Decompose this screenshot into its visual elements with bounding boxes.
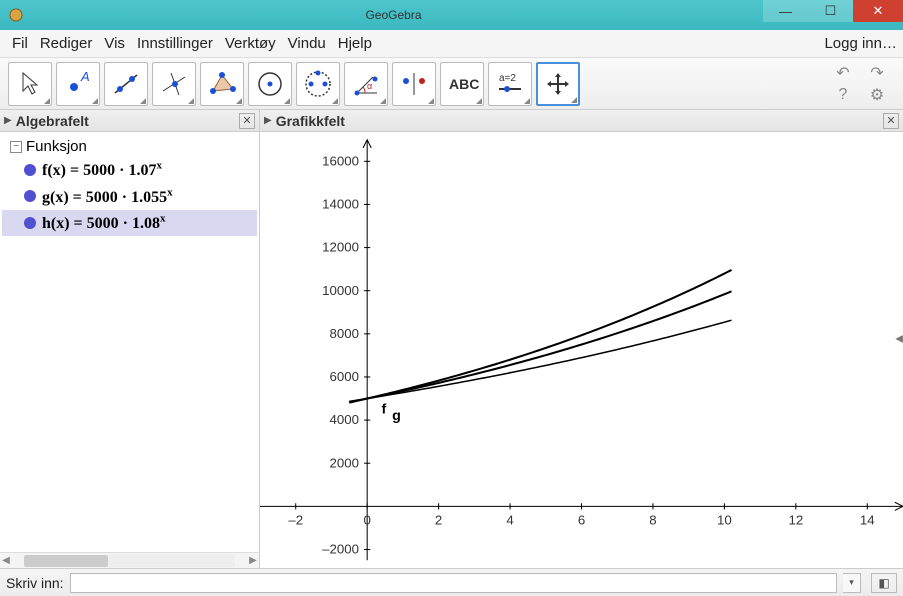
redo-button[interactable]: ↷ [863, 63, 891, 83]
input-dropdown[interactable]: ▾ [843, 573, 861, 593]
svg-text:8000: 8000 [330, 326, 359, 341]
menu-verktøy[interactable]: Verktøy [219, 32, 282, 55]
command-input[interactable] [70, 573, 837, 593]
svg-text:0: 0 [363, 513, 370, 528]
visibility-dot[interactable] [24, 190, 36, 202]
svg-text:–2: –2 [288, 513, 303, 528]
function-h[interactable]: h(x) = 5000 · 1.08x [2, 210, 257, 236]
login-link[interactable]: Logg inn… [824, 35, 897, 52]
function-expression: g(x) = 5000 · 1.055x [42, 186, 173, 206]
undo-button[interactable]: ↶ [829, 63, 857, 83]
svg-text:g: g [392, 408, 401, 424]
circle-tool[interactable] [248, 62, 292, 106]
visibility-dot[interactable] [24, 217, 36, 229]
reflect-tool[interactable] [392, 62, 436, 106]
polygon-tool[interactable] [200, 62, 244, 106]
function-g[interactable]: g(x) = 5000 · 1.055x [2, 183, 257, 209]
menu-rediger[interactable]: Rediger [34, 32, 99, 55]
svg-text:a=2: a=2 [499, 73, 516, 84]
chevron-right-icon[interactable]: ▶ [264, 115, 272, 126]
svg-text:16000: 16000 [322, 153, 359, 168]
point-tool[interactable]: A [56, 62, 100, 106]
graphics-close-button[interactable]: ✕ [883, 113, 899, 129]
minimize-button[interactable]: — [763, 0, 808, 22]
close-button[interactable]: ✕ [853, 0, 903, 22]
svg-text:12000: 12000 [322, 240, 359, 255]
line-tool[interactable] [104, 62, 148, 106]
window-titlebar: GeoGebra — ☐ ✕ [0, 0, 903, 30]
svg-text:f: f [381, 402, 386, 418]
input-bar: Skriv inn: ▾ ◧ [0, 568, 903, 596]
app-icon [8, 7, 24, 23]
graphics-header: ▶ Grafikkfelt ✕ [260, 110, 903, 132]
slider-tool[interactable]: a=2 [488, 62, 532, 106]
svg-text:2: 2 [435, 513, 442, 528]
menu-hjelp[interactable]: Hjelp [332, 32, 378, 55]
algebra-tree: − Funksjon f(x) = 5000 · 1.07x g(x) = 500… [0, 132, 259, 552]
svg-text:–2000: –2000 [322, 542, 359, 557]
svg-text:ABC: ABC [449, 76, 479, 92]
graphics-canvas[interactable]: –2 0 2 4 6 8 10 12 14 –2000 2000 4000 6000 8000 10000 1… [260, 132, 903, 568]
algebra-scrollbar[interactable]: ◀ ▶ [0, 552, 259, 568]
algebra-close-button[interactable]: ✕ [239, 113, 255, 129]
menubar: FilRedigerVisInnstillingerVerktøyVinduHj… [0, 30, 903, 58]
settings-button[interactable]: ⚙ [863, 85, 891, 105]
plot-svg: –2 0 2 4 6 8 10 12 14 –2000 2000 4000 6000 8000 10000 1… [260, 132, 903, 568]
chevron-right-icon[interactable]: ▶ [4, 115, 12, 126]
window-title: GeoGebra [24, 8, 763, 22]
function-f[interactable]: f(x) = 5000 · 1.07x [2, 157, 257, 183]
svg-text:10: 10 [717, 513, 732, 528]
move-tool[interactable] [8, 62, 52, 106]
toolbar: Aα ABC a=2 ↶ ↷ ? ⚙ [0, 58, 903, 110]
ellipse-tool[interactable] [296, 62, 340, 106]
svg-text:4: 4 [506, 513, 513, 528]
algebra-title: Algebrafelt [16, 113, 235, 129]
menu-vindu[interactable]: Vindu [282, 32, 332, 55]
algebra-header: ▶ Algebrafelt ✕ [0, 110, 259, 132]
main-area: ▶ Algebrafelt ✕ − Funksjon f(x) = 5000 ·… [0, 110, 903, 568]
svg-text:8: 8 [649, 513, 656, 528]
angle-tool[interactable]: α [344, 62, 388, 106]
svg-text:12: 12 [788, 513, 803, 528]
text-tool[interactable]: ABC [440, 62, 484, 106]
svg-text:14000: 14000 [322, 197, 359, 212]
svg-text:2000: 2000 [330, 455, 359, 470]
svg-text:4000: 4000 [330, 412, 359, 427]
help-button[interactable]: ? [829, 85, 857, 105]
svg-text:14: 14 [860, 513, 875, 528]
graphics-title: Grafikkfelt [276, 113, 879, 129]
svg-text:6: 6 [578, 513, 585, 528]
menu-vis[interactable]: Vis [98, 32, 131, 55]
move-view-tool[interactable] [536, 62, 580, 106]
function-expression: h(x) = 5000 · 1.08x [42, 213, 166, 233]
graphics-panel: ▶ Grafikkfelt ✕ –2 0 2 4 6 8 10 12 14 –2000 2000 40… [260, 110, 903, 568]
svg-text:6000: 6000 [330, 369, 359, 384]
menu-innstillinger[interactable]: Innstillinger [131, 32, 219, 55]
svg-text:A: A [80, 69, 90, 84]
perpendicular-tool[interactable] [152, 62, 196, 106]
input-help-button[interactable]: ◧ [871, 573, 897, 593]
side-expand-icon[interactable]: ◀ [895, 334, 903, 345]
svg-text:α: α [367, 81, 372, 91]
collapse-icon[interactable]: − [10, 141, 22, 153]
svg-text:10000: 10000 [322, 283, 359, 298]
algebra-panel: ▶ Algebrafelt ✕ − Funksjon f(x) = 5000 ·… [0, 110, 260, 568]
function-expression: f(x) = 5000 · 1.07x [42, 160, 162, 180]
tree-category[interactable]: − Funksjon [2, 136, 257, 157]
maximize-button[interactable]: ☐ [808, 0, 853, 22]
window-controls: — ☐ ✕ [763, 0, 903, 30]
input-label: Skriv inn: [6, 575, 64, 591]
menu-fil[interactable]: Fil [6, 32, 34, 55]
visibility-dot[interactable] [24, 164, 36, 176]
category-label: Funksjon [26, 138, 87, 155]
